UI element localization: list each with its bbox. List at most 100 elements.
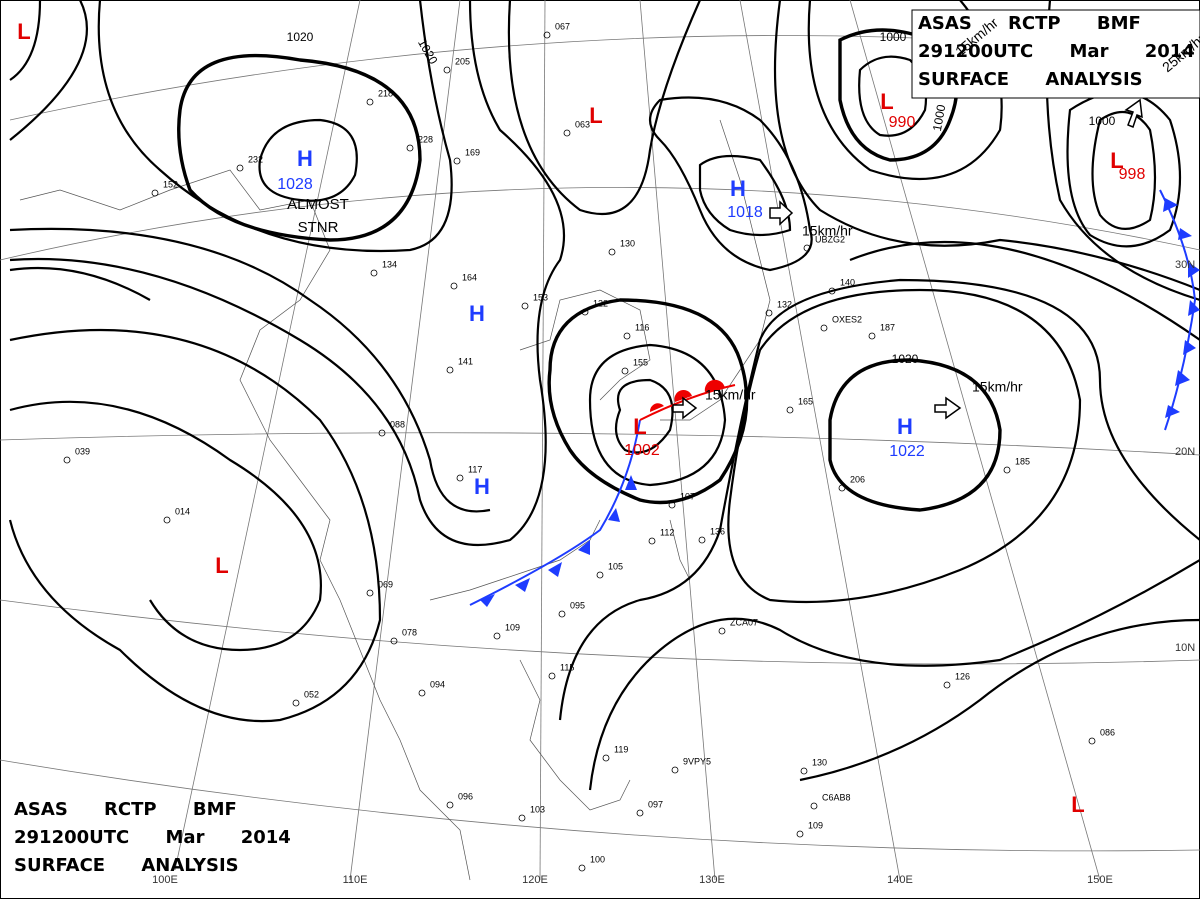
motion-label: 15km/hr [802, 223, 853, 239]
isobar-label: 1020 [287, 30, 314, 44]
station-marker [558, 610, 566, 618]
station-value: 152 [163, 179, 178, 189]
longitude-label: 150E [1087, 874, 1113, 886]
station-value: 105 [608, 561, 623, 571]
station-value: 205 [455, 56, 470, 66]
station-marker [563, 129, 571, 137]
station-marker [698, 536, 706, 544]
station-value: 132 [777, 299, 792, 309]
isobar-label: 1000 [1089, 114, 1116, 128]
coastlines [19, 119, 771, 881]
station-marker [406, 144, 414, 152]
station-value: 130 [812, 757, 827, 767]
station-marker [800, 767, 808, 775]
system-pressure: 1002 [624, 442, 660, 459]
station-value: 119 [614, 744, 628, 754]
station-marker [602, 754, 610, 762]
station-value: 185 [1015, 456, 1030, 466]
station-value: 109 [808, 820, 823, 830]
station-marker [543, 31, 551, 39]
station-marker [578, 864, 586, 872]
isobar-label: 1000 [880, 30, 907, 44]
system-letter: L [1110, 148, 1123, 173]
station-marker [453, 157, 461, 165]
station-value: 069 [378, 579, 393, 589]
station-marker [493, 632, 501, 640]
station-marker [366, 98, 374, 106]
station-value: 136 [710, 526, 725, 536]
system-letter: H [730, 176, 746, 201]
system-pressure: 1028 [277, 176, 313, 193]
longitude-label: 130E [699, 874, 725, 886]
longitude-label: 100E [152, 874, 178, 886]
station-value: 126 [955, 671, 970, 681]
station-marker [292, 699, 300, 707]
station-value: 141 [458, 356, 473, 366]
station-value: C6AB8 [822, 792, 851, 802]
station-marker [608, 248, 616, 256]
station-value: 100 [590, 854, 605, 864]
station-value: 169 [465, 147, 480, 157]
station-marker [828, 287, 836, 295]
station-marker [418, 689, 426, 697]
fronts [469, 189, 1200, 607]
station-value: 218 [378, 88, 393, 98]
system-letter: H [474, 474, 490, 499]
station-marker [446, 366, 454, 374]
station-value: 164 [462, 272, 477, 282]
station-value: 130 [620, 238, 635, 248]
station-marker [581, 308, 589, 316]
station-value: 9VPY5 [683, 756, 711, 766]
latitude-label: 20N [1175, 446, 1195, 458]
station-marker [456, 474, 464, 482]
station-marker [450, 282, 458, 290]
motion-label: 15km/hr [972, 379, 1023, 395]
station-value: 228 [418, 134, 433, 144]
station-marker [63, 456, 71, 464]
station-value: 109 [505, 622, 520, 632]
header-line: 291200UTC Mar 2014 [918, 41, 1195, 62]
station-value: 115 [560, 662, 574, 672]
system-letter: L [880, 89, 893, 114]
station-value: 094 [430, 679, 445, 689]
station-marker [1088, 737, 1096, 745]
station-value: 117 [468, 464, 482, 474]
header-line: ASAS RCTP BMF [14, 799, 237, 820]
longitude-label: 110E [343, 874, 368, 886]
station-value: 134 [382, 259, 397, 269]
station-value: 095 [570, 600, 585, 610]
station-value: UBZG2 [815, 234, 845, 244]
station-marker [446, 801, 454, 809]
longitude-label: 120E [522, 874, 548, 886]
station-value: 052 [304, 689, 319, 699]
note: STNR [298, 219, 339, 236]
station-marker [390, 637, 398, 645]
station-value: 067 [555, 21, 570, 31]
station-marker [803, 244, 811, 252]
system-letter: H [469, 301, 485, 326]
station-marker [636, 809, 644, 817]
station-value: 140 [840, 277, 855, 287]
header-box [911, 9, 1200, 99]
station-marker [443, 66, 451, 74]
station-value: 014 [175, 506, 190, 516]
station-marker [521, 302, 529, 310]
header-line: ASAS RCTP BMF [918, 13, 1141, 34]
system-letter: L [1071, 792, 1084, 817]
station-marker [366, 589, 374, 597]
latitude-label: 30N [1175, 259, 1195, 271]
station-marker [868, 332, 876, 340]
station-value: 103 [530, 804, 545, 814]
station-marker [671, 766, 679, 774]
station-marker [820, 324, 828, 332]
isobar-label: 1020 [892, 352, 919, 366]
header-line: SURFACE ANALYSIS [918, 69, 1143, 90]
station-marker [810, 802, 818, 810]
motion-label: 15km/hr [705, 387, 756, 403]
station-marker [668, 501, 676, 509]
system-letter: L [633, 414, 646, 439]
note: ALMOST [287, 196, 349, 213]
station-value: 097 [648, 799, 663, 809]
system-letter: L [215, 553, 228, 578]
cold-front-east [1159, 189, 1197, 431]
